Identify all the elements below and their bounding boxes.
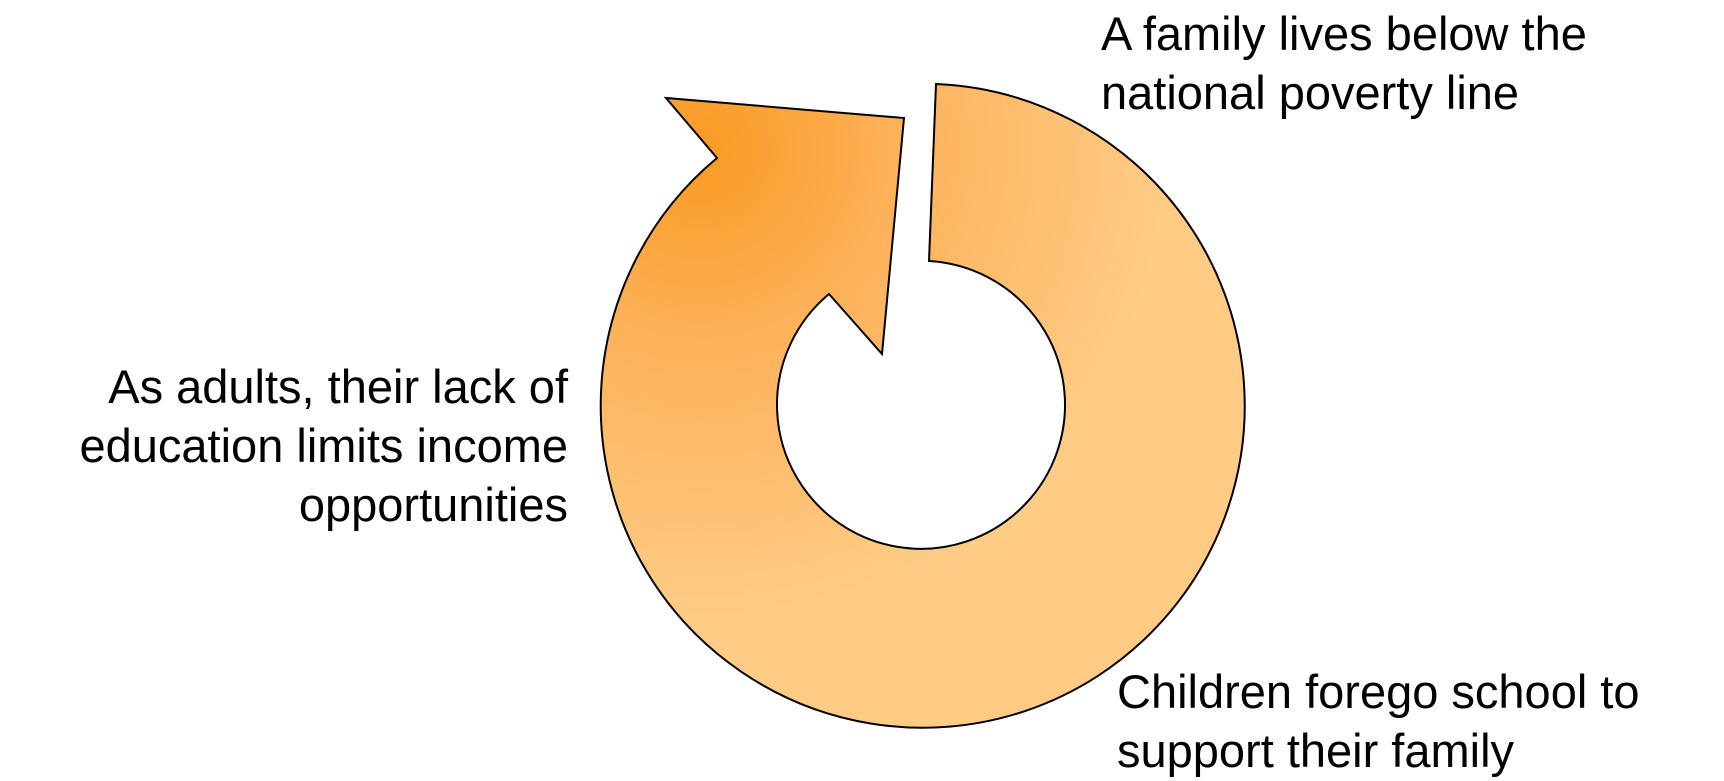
label-limited-income-3: opportunities xyxy=(298,478,568,531)
label-limited-income-2: education limits income xyxy=(79,419,569,472)
label-children-forego-school: Children forego school to support their … xyxy=(1117,662,1640,780)
label-limited-income-1: As adults, their lack of xyxy=(108,360,568,413)
label-poverty-line-1: A family lives below the xyxy=(1101,7,1587,60)
label-children-forego-school-2: support their family xyxy=(1117,724,1515,777)
label-poverty-line: A family lives below the national povert… xyxy=(1101,4,1587,122)
circular-arrow-shape xyxy=(599,82,1246,729)
label-limited-income: As adults, their lack of education limit… xyxy=(80,357,569,534)
label-children-forego-school-1: Children forego school to xyxy=(1117,665,1640,718)
label-poverty-line-2: national poverty line xyxy=(1101,66,1520,119)
